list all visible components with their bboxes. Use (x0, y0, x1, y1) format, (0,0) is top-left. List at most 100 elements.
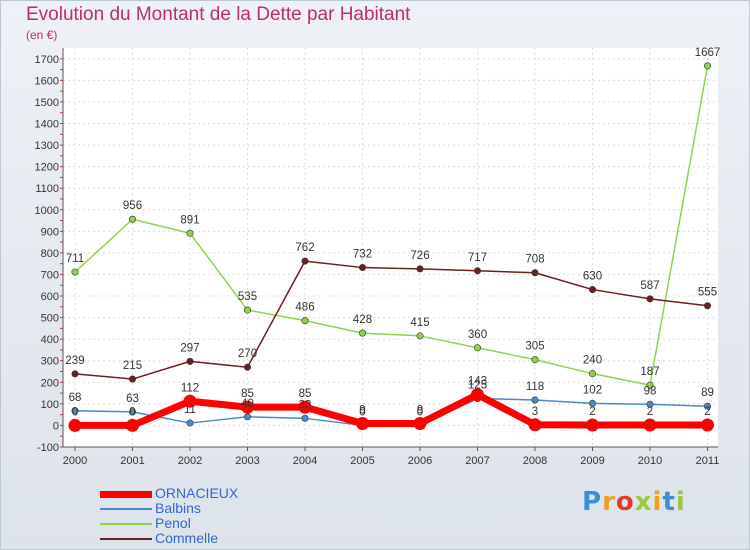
data-label-ornacieux: 143 (468, 376, 487, 388)
data-label-commelle: 555 (698, 287, 717, 299)
data-point-balbins (703, 402, 711, 410)
data-point-commelle (588, 286, 596, 294)
data-label-ornacieux: 0 (72, 406, 78, 418)
data-label-commelle: 239 (65, 355, 84, 367)
x-tick-label: 2007 (465, 455, 489, 467)
data-point-balbins (186, 419, 194, 427)
data-label-commelle: 630 (583, 271, 602, 283)
data-label-commelle: 708 (525, 254, 544, 266)
data-point-commelle (531, 269, 539, 277)
y-tick-label: 700 (41, 269, 59, 281)
data-label-ornacieux: 85 (241, 388, 254, 400)
data-point-balbins (244, 413, 252, 421)
data-point-ornacieux (701, 418, 714, 432)
y-tick-label: -100 (37, 442, 59, 454)
data-label-balbins: 125 (468, 379, 487, 391)
y-tick-label: 1100 (35, 183, 59, 195)
legend-label: ORNACIEUX (155, 485, 239, 501)
data-label-ornacieux: 112 (181, 382, 199, 394)
x-tick-label: 2004 (293, 455, 317, 467)
y-tick-label: 1400 (35, 118, 59, 130)
data-label-commelle: 270 (238, 348, 257, 360)
data-label-balbins: 33 (299, 399, 312, 411)
y-tick-label: 600 (41, 291, 59, 303)
data-point-commelle (301, 257, 309, 265)
data-point-ornacieux (126, 418, 139, 432)
y-tick-label: 300 (41, 356, 59, 368)
data-label-balbins: 118 (526, 381, 544, 393)
data-point-ornacieux (68, 418, 82, 432)
data-point-ornacieux (356, 416, 369, 430)
data-label-ornacieux: 85 (299, 388, 312, 400)
brand-logo: Proxiti (582, 487, 686, 517)
y-tick-label: 1000 (35, 205, 59, 217)
data-point-penol (473, 344, 481, 352)
legend-label: Commelle (155, 530, 219, 546)
chart-subtitle: (en €) (26, 28, 58, 42)
data-label-commelle: 297 (180, 342, 199, 354)
data-point-penol (588, 370, 596, 378)
data-point-penol (416, 332, 424, 340)
data-label-ornacieux: 9 (359, 404, 365, 416)
data-point-penol (71, 268, 79, 276)
data-label-ornacieux: 0 (129, 406, 135, 418)
data-point-ornacieux (241, 400, 254, 414)
y-tick-label: 100 (41, 399, 59, 411)
x-tick-label: 2008 (523, 455, 547, 467)
data-point-penol (186, 229, 194, 237)
data-point-balbins (129, 408, 137, 416)
y-tick-label: 1500 (35, 97, 59, 109)
data-label-balbins: 102 (583, 384, 602, 396)
data-label-commelle: 717 (468, 252, 487, 264)
y-tick-label: 800 (41, 248, 59, 260)
x-tick-label: 2001 (120, 455, 144, 467)
x-tick-label: 2002 (178, 455, 202, 467)
data-point-commelle (129, 375, 137, 383)
data-point-penol (301, 317, 309, 325)
data-point-balbins (301, 414, 309, 422)
data-point-balbins (646, 400, 654, 408)
data-point-penol (129, 215, 137, 223)
data-label-penol: 711 (66, 253, 84, 265)
data-point-commelle (646, 295, 654, 303)
legend-swatch (100, 508, 152, 510)
chart-title: Evolution du Montant de la Dette par Hab… (26, 4, 411, 25)
legend-swatch (100, 490, 152, 498)
plot-area (63, 48, 718, 447)
data-point-penol (358, 329, 366, 337)
data-label-balbins: 11 (184, 404, 196, 416)
x-tick-label: 2003 (235, 455, 259, 467)
y-tick-label: 1600 (35, 75, 59, 87)
data-label-penol: 415 (410, 317, 429, 329)
x-tick-label: 2010 (638, 455, 662, 467)
data-label-commelle: 726 (410, 250, 429, 262)
data-label-ornacieux: 3 (532, 406, 538, 418)
y-tick-label: 1300 (35, 140, 59, 152)
data-point-penol (703, 62, 711, 70)
data-point-commelle (244, 363, 252, 371)
data-label-penol: 956 (123, 200, 142, 212)
data-point-commelle (358, 264, 366, 272)
data-point-commelle (71, 370, 79, 378)
x-tick-label: 2009 (580, 455, 604, 467)
data-label-ornacieux: 2 (647, 406, 653, 418)
legend-swatch (100, 523, 152, 525)
data-point-commelle (186, 357, 194, 365)
x-tick-label: 2011 (696, 455, 720, 467)
data-label-penol: 891 (180, 214, 199, 226)
data-point-commelle (473, 267, 481, 275)
y-tick-label: 0 (53, 420, 59, 432)
series-line-ornacieux (75, 391, 708, 429)
data-point-penol (646, 381, 654, 389)
data-label-ornacieux: 2 (704, 406, 710, 418)
legend-swatch (100, 538, 152, 540)
legend-label: Penol (155, 515, 191, 531)
data-point-ornacieux (298, 400, 312, 414)
data-label-commelle: 215 (123, 360, 142, 372)
data-label-balbins: 40 (241, 398, 254, 410)
series-line-penol (74, 65, 709, 386)
y-tick-label: 500 (41, 313, 59, 325)
data-label-penol: 486 (295, 302, 314, 314)
data-label-penol: 305 (525, 341, 544, 353)
